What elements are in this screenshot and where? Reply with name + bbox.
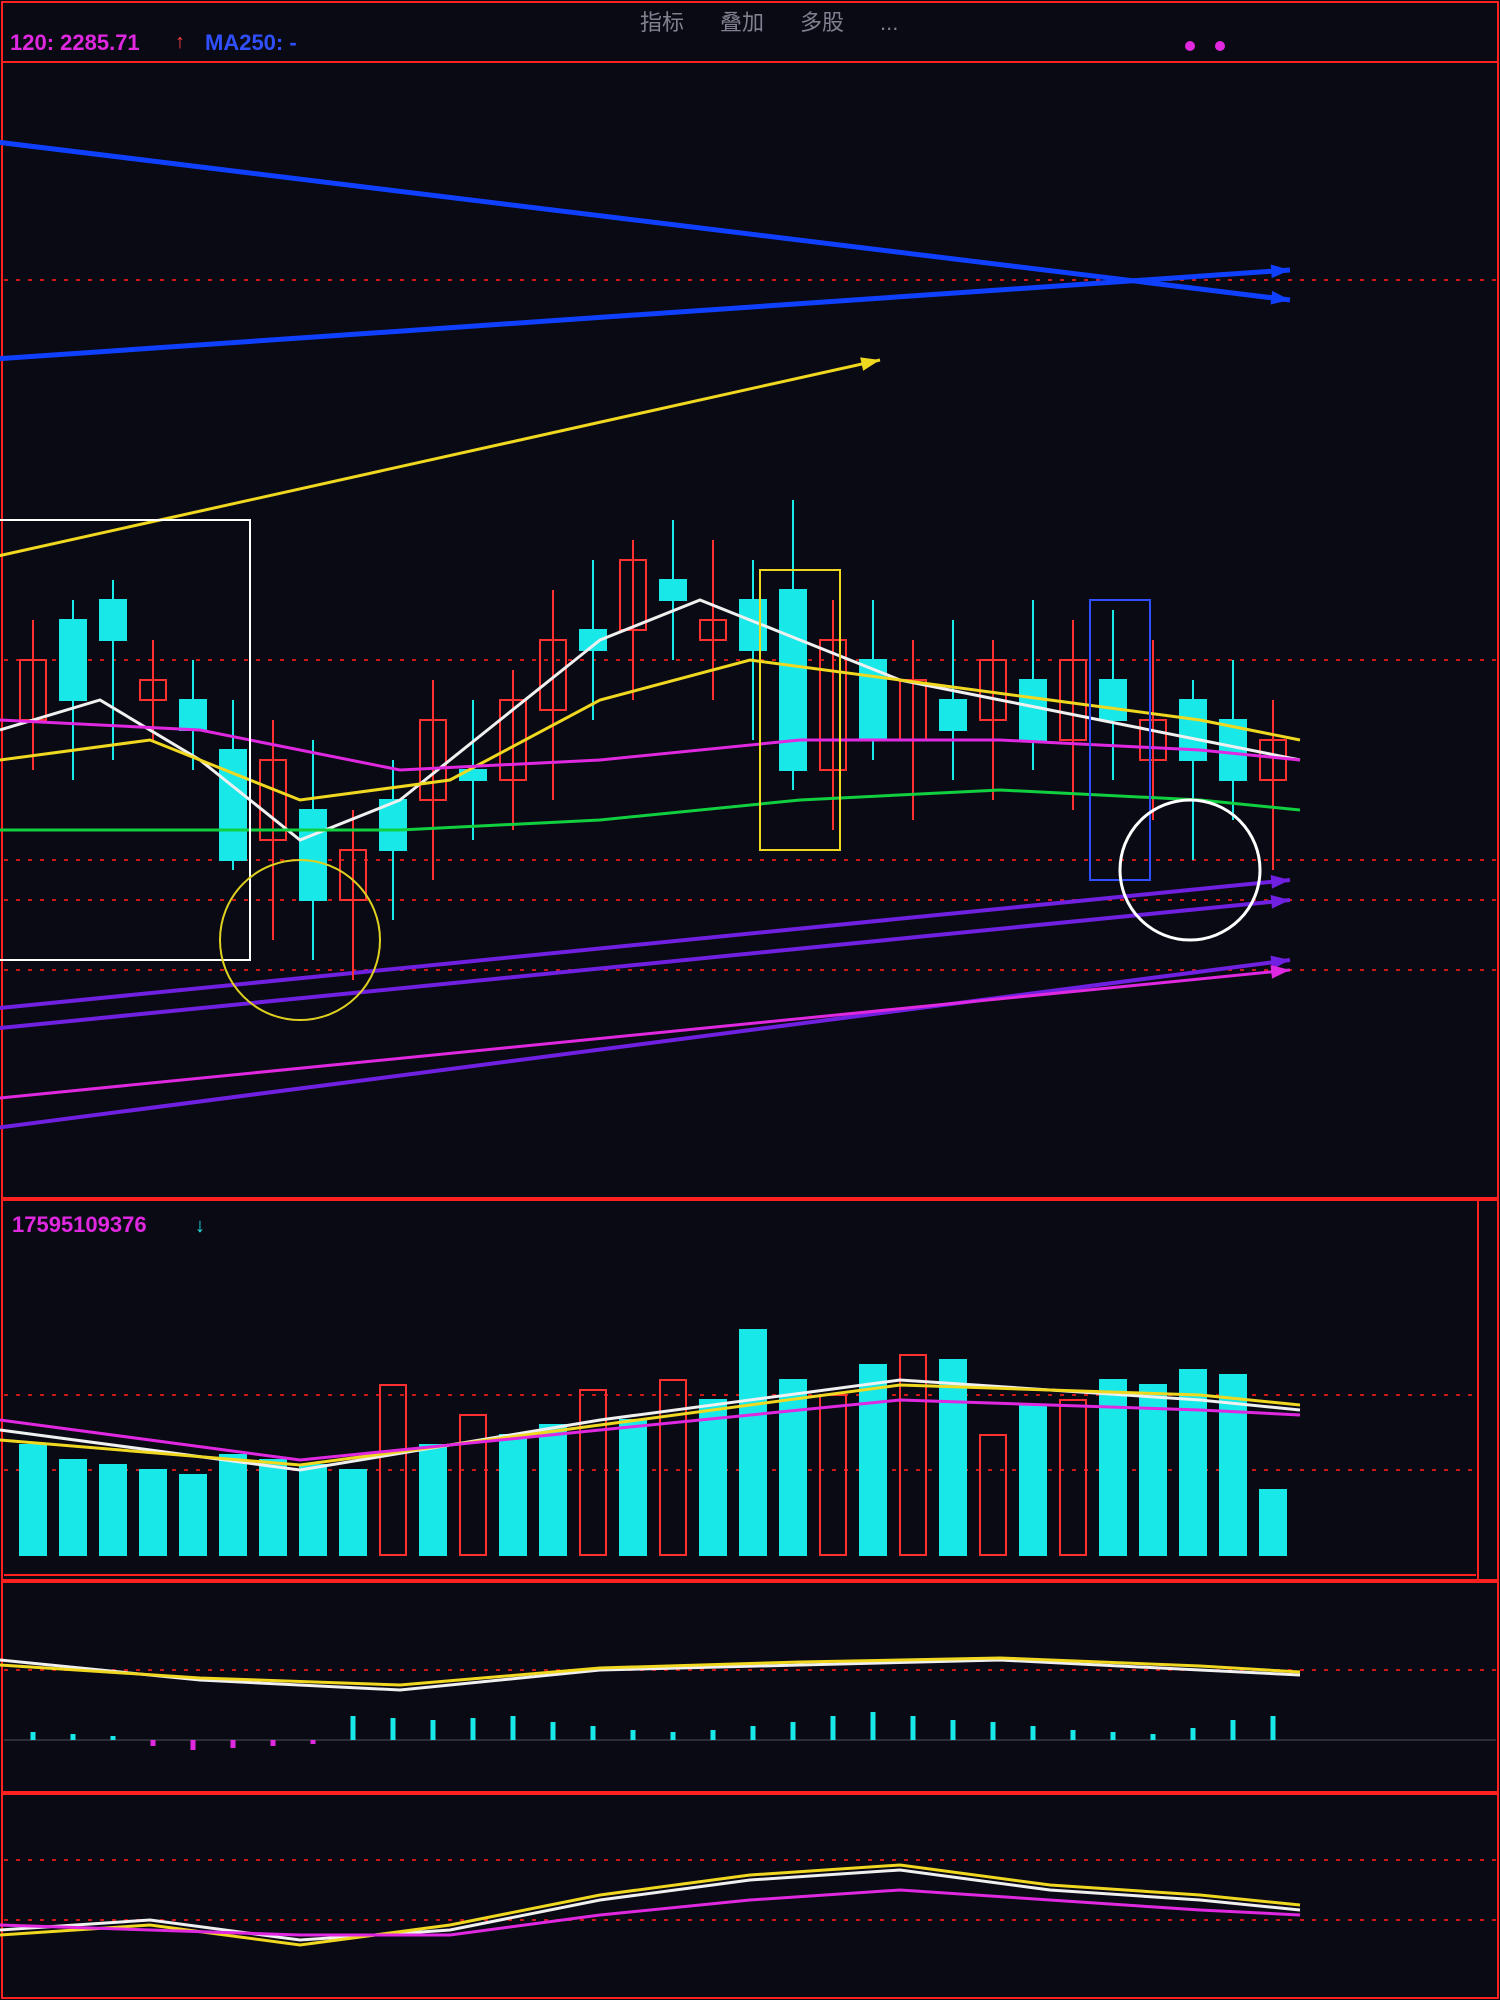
ma250-label: MA250: - [205,30,297,55]
down-arrow-icon: ↓ [195,1215,205,1237]
volume-bar[interactable] [940,1360,966,1555]
volume-bar[interactable] [1260,1490,1286,1555]
menu-item-0[interactable]: 指标 [640,10,684,35]
volume-bar[interactable] [300,1465,326,1555]
indicator-dot [1215,41,1225,51]
volume-bar[interactable] [60,1460,86,1555]
candle-body[interactable] [300,810,326,900]
menu-item-2[interactable]: 多股 [800,10,844,35]
menu-item-3[interactable]: ... [880,10,898,35]
candle-body[interactable] [180,700,206,730]
volume-bar[interactable] [340,1470,366,1555]
volume-bar[interactable] [1020,1405,1046,1555]
indicator-dot [1185,41,1195,51]
volume-bar[interactable] [20,1445,46,1555]
candle-body[interactable] [1100,680,1126,720]
volume-bar[interactable] [500,1435,526,1555]
candle-body[interactable] [1020,680,1046,740]
stock-chart-root[interactable]: 120: 2285.71 ↑ MA250: - 指标 叠加 多股... 1759510937… [0,0,1500,2000]
volume-bar[interactable] [100,1465,126,1555]
volume-bar[interactable] [540,1425,566,1555]
candle-body[interactable] [60,620,86,700]
volume-bar[interactable] [420,1445,446,1555]
candle-body[interactable] [100,600,126,640]
candle-body[interactable] [660,580,686,600]
volume-bar[interactable] [180,1475,206,1555]
volume-bar[interactable] [220,1455,246,1555]
volume-bar[interactable] [700,1400,726,1555]
volume-bar[interactable] [860,1365,886,1555]
volume-bar[interactable] [740,1330,766,1555]
candle-body[interactable] [940,700,966,730]
volume-value-label: 17595109376 [12,1212,147,1237]
volume-bar[interactable] [780,1380,806,1555]
volume-bar[interactable] [620,1420,646,1555]
menu-item-1[interactable]: 叠加 [720,10,764,35]
candle-body[interactable] [220,750,246,860]
volume-bar[interactable] [1140,1385,1166,1555]
volume-bar[interactable] [140,1470,166,1555]
volume-bar[interactable] [260,1460,286,1555]
ma120-label: 120: 2285.71 [10,30,140,55]
up-arrow-icon: ↑ [175,31,185,53]
